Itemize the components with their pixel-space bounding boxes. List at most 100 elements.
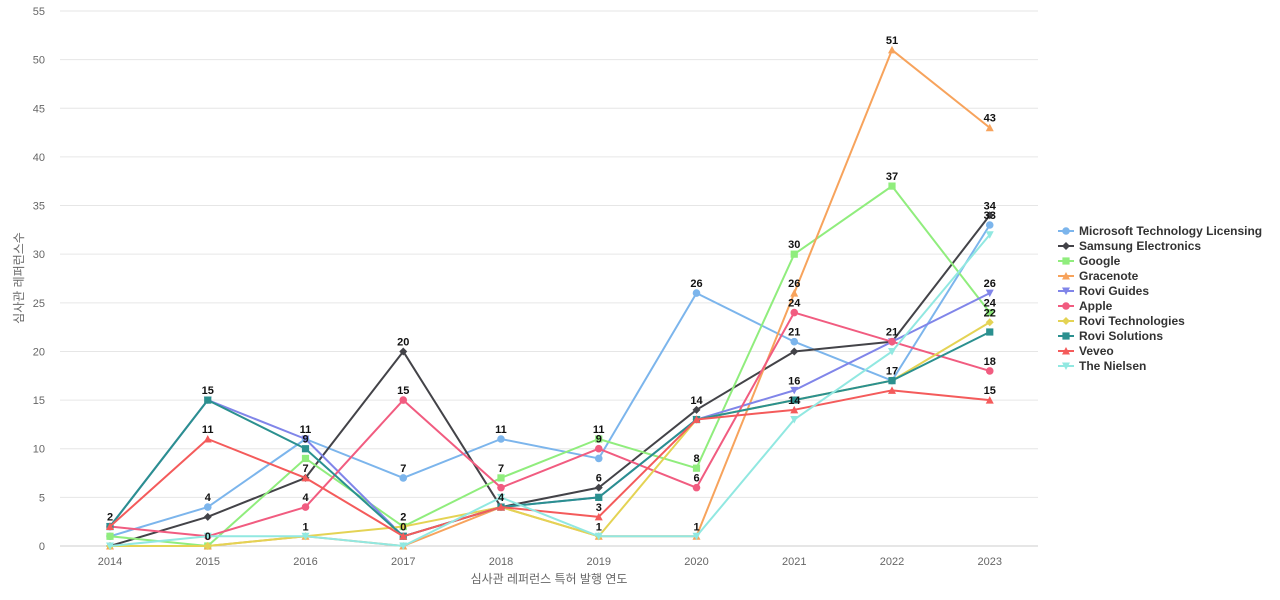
data-label: 6 bbox=[596, 473, 602, 485]
data-point bbox=[985, 221, 994, 229]
data-point bbox=[888, 337, 896, 346]
legend-item[interactable]: Rovi Guides bbox=[1058, 284, 1149, 298]
series-gracenote bbox=[106, 45, 994, 550]
data-label: 37 bbox=[886, 171, 898, 183]
data-point bbox=[888, 386, 896, 394]
y-tick-label: 20 bbox=[33, 346, 45, 358]
data-label: 4 bbox=[498, 492, 505, 504]
legend-item[interactable]: Microsoft Technology Licensing bbox=[1058, 224, 1262, 238]
data-point bbox=[692, 464, 701, 472]
legend-swatch-marker bbox=[1062, 332, 1070, 340]
data-label: 11 bbox=[593, 424, 605, 436]
legend-label: Samsung Electronics bbox=[1079, 239, 1201, 253]
data-point bbox=[790, 405, 799, 414]
series-the-nielsen bbox=[106, 231, 994, 550]
data-label: 9 bbox=[302, 434, 308, 446]
data-label: 1 bbox=[302, 521, 308, 533]
y-tick-label: 10 bbox=[33, 444, 45, 456]
data-label: 24 bbox=[788, 298, 801, 310]
data-label: 3 bbox=[596, 502, 602, 514]
data-label: 21 bbox=[788, 327, 800, 339]
y-axis-title: 심사관 레퍼런스수 bbox=[12, 232, 26, 324]
data-label: 2 bbox=[107, 512, 113, 524]
legend-item[interactable]: The Nielsen bbox=[1058, 359, 1146, 373]
legend-item[interactable]: Rovi Solutions bbox=[1058, 329, 1163, 343]
x-tick-label: 2018 bbox=[489, 556, 513, 568]
data-label: 15 bbox=[984, 385, 996, 397]
data-label: 4 bbox=[302, 492, 309, 504]
legend-swatch-marker bbox=[1062, 317, 1070, 325]
data-point bbox=[985, 231, 994, 239]
data-point bbox=[692, 415, 701, 424]
legend-item[interactable]: Gracenote bbox=[1058, 269, 1139, 283]
data-label: 30 bbox=[788, 239, 800, 251]
data-label: 0 bbox=[205, 531, 211, 543]
data-label: 20 bbox=[397, 336, 409, 348]
data-label: 7 bbox=[498, 463, 504, 475]
legend-label: Rovi Guides bbox=[1079, 284, 1149, 298]
y-axis: 0 5 10 15 20 25 30 35 40 45 50 55 bbox=[33, 6, 45, 553]
x-tick-label: 2014 bbox=[98, 556, 122, 568]
data-point bbox=[985, 211, 994, 220]
series-line bbox=[109, 389, 990, 538]
legend-label: Google bbox=[1079, 254, 1121, 268]
legend-swatch-marker bbox=[1062, 257, 1070, 265]
data-point bbox=[692, 483, 701, 492]
legend-label: Rovi Technologies bbox=[1079, 314, 1185, 328]
x-tick-label: 2023 bbox=[978, 556, 1002, 568]
y-tick-label: 5 bbox=[39, 492, 45, 504]
series-microsoft-technology-licensing bbox=[106, 221, 994, 541]
series-line bbox=[110, 48, 991, 547]
data-point bbox=[986, 308, 994, 317]
data-point bbox=[594, 454, 603, 463]
data-point bbox=[594, 532, 603, 541]
data-label: 16 bbox=[788, 375, 800, 387]
data-label: 1 bbox=[693, 521, 699, 533]
data-label: 1 bbox=[596, 521, 602, 533]
data-point bbox=[497, 503, 505, 511]
data-label: 6 bbox=[693, 473, 699, 485]
legend-item[interactable]: Google bbox=[1058, 254, 1121, 268]
data-label: 7 bbox=[302, 463, 308, 475]
x-axis: 2014 2015 2016 2017 2018 2019 2020 2021 2022 2023 bbox=[98, 556, 1002, 568]
data-label: 0 bbox=[400, 521, 406, 533]
series-veveo bbox=[106, 386, 994, 540]
data-point bbox=[595, 435, 603, 443]
data-point bbox=[203, 542, 212, 550]
legend-swatch-marker bbox=[1062, 302, 1070, 310]
data-point bbox=[790, 250, 798, 258]
data-point bbox=[595, 493, 603, 501]
data-point bbox=[399, 522, 408, 531]
legend-item[interactable]: Samsung Electronics bbox=[1058, 239, 1201, 253]
series-apple bbox=[106, 308, 994, 541]
data-label: 26 bbox=[690, 278, 702, 290]
legend-label: The Nielsen bbox=[1079, 359, 1146, 373]
legend-swatch-marker bbox=[1062, 242, 1070, 250]
series-layer bbox=[106, 45, 994, 550]
legend-label: Apple bbox=[1079, 299, 1113, 313]
legend-item[interactable]: Apple bbox=[1058, 299, 1113, 313]
legend-label: Rovi Solutions bbox=[1079, 329, 1163, 343]
legend-item[interactable]: Veveo bbox=[1058, 344, 1114, 358]
y-tick-label: 45 bbox=[33, 103, 45, 115]
data-label: 2 bbox=[400, 512, 406, 524]
y-tick-label: 30 bbox=[33, 249, 45, 261]
series-line bbox=[109, 311, 991, 538]
y-tick-label: 40 bbox=[33, 152, 45, 164]
data-label: 9 bbox=[596, 434, 602, 446]
data-point bbox=[888, 347, 896, 356]
data-label: 15 bbox=[202, 385, 214, 397]
data-label: 15 bbox=[397, 385, 409, 397]
y-tick-label: 50 bbox=[33, 55, 45, 67]
data-point bbox=[106, 522, 114, 531]
data-point bbox=[985, 289, 994, 298]
data-point bbox=[399, 396, 408, 404]
data-label: 14 bbox=[690, 395, 703, 407]
data-point bbox=[985, 367, 994, 375]
data-point bbox=[204, 396, 212, 404]
data-point bbox=[985, 123, 994, 132]
series-line bbox=[109, 214, 991, 547]
legend-item[interactable]: Rovi Technologies bbox=[1058, 314, 1185, 328]
